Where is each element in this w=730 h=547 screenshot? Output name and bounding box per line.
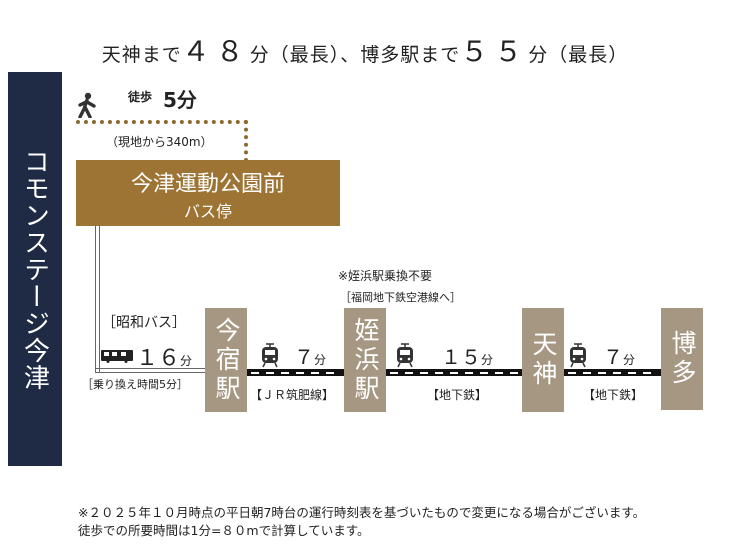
segment-line: 【地下鉄】 bbox=[427, 388, 488, 402]
walking-person-icon bbox=[78, 92, 96, 118]
segment-minutes: ７分 bbox=[294, 345, 327, 369]
bus-minutes: １６分 bbox=[136, 346, 193, 371]
track-segment bbox=[247, 369, 344, 376]
bus-stop-sub: バス停 bbox=[183, 202, 232, 221]
bus-line-label: ［昭和バス］ bbox=[102, 315, 186, 331]
footnote: ※２０２５年１０月時点の平日朝7時台の運行時刻表を基づいたもので変更になる場合が… bbox=[78, 505, 646, 520]
segment-line: 【地下鉄】 bbox=[583, 388, 644, 402]
train-icon bbox=[570, 343, 586, 368]
walk-distance: （現地から340m） bbox=[106, 135, 213, 149]
station-imajuku: 今宿駅 bbox=[205, 308, 247, 412]
transfer-time: ［乗り換え時間5分］ bbox=[82, 376, 188, 392]
train-icon bbox=[262, 343, 278, 368]
bus-stop-box: 今津運動公園前バス停 bbox=[76, 160, 340, 226]
segment-line: 【ＪＲ筑肥線】 bbox=[250, 388, 335, 402]
page-title: 天神まで４８分（最長）、博多駅まで５５分（最長） bbox=[101, 35, 629, 68]
track-segment bbox=[564, 369, 661, 376]
bus-route bbox=[95, 226, 100, 373]
transfer-note-line: ［福岡地下鉄空港線へ］ bbox=[340, 291, 461, 304]
segment-minutes: １５分 bbox=[441, 345, 494, 369]
walk-minutes: 5分 bbox=[163, 88, 197, 112]
transfer-note: ※姪浜駅乗換不要 bbox=[338, 269, 433, 283]
bus-icon bbox=[101, 350, 133, 363]
station-tenjin: 天神 bbox=[522, 308, 564, 412]
station-meinohama: 姪浜駅 bbox=[344, 308, 386, 412]
segment-minutes: ７分 bbox=[603, 345, 636, 369]
footnote: 徒歩での所要時間は1分=８０mで計算しています。 bbox=[78, 523, 370, 538]
walk-label: 徒歩 bbox=[128, 90, 153, 104]
walk-route bbox=[76, 120, 248, 124]
track-segment bbox=[386, 369, 522, 376]
bus-route-horizontal bbox=[95, 368, 205, 373]
bus-stop-name: 今津運動公園前 bbox=[130, 172, 285, 197]
station-hakata: 博多 bbox=[661, 308, 703, 410]
walk-route-vertical bbox=[244, 120, 248, 162]
train-icon bbox=[397, 343, 413, 368]
origin-label: コモンステージ今津 bbox=[8, 72, 62, 466]
